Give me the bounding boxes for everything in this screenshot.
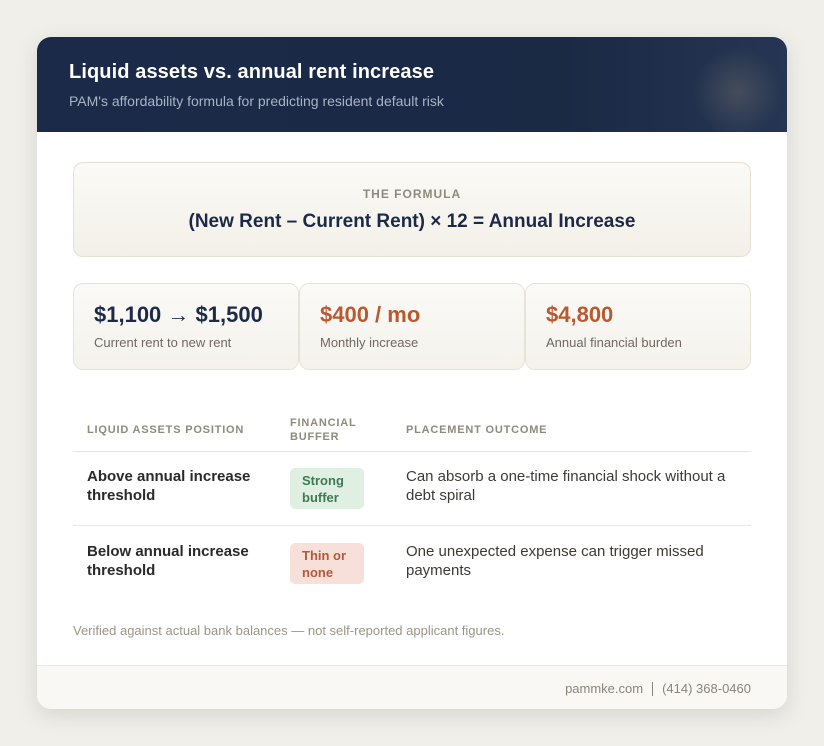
stat-card-monthly-increase: $400 / mo Monthly increase bbox=[299, 283, 525, 370]
verification-note: Verified against actual bank balances — … bbox=[73, 623, 505, 638]
card-title: Liquid assets vs. annual rent increase bbox=[69, 61, 435, 83]
stat-caption: Current rent to new rent bbox=[94, 335, 232, 350]
outcome-cell: Can absorb a one-time financial shock wi… bbox=[406, 468, 726, 504]
stat-value: $1,100 → $1,500 bbox=[94, 302, 263, 327]
stat-card-rent-change: $1,100 → $1,500 Current rent to new rent bbox=[73, 283, 299, 370]
buffer-badge-strong: Strong buffer bbox=[290, 468, 364, 509]
formula-box: THE FORMULA (New Rent – Current Rent) × … bbox=[73, 162, 751, 257]
formula-label: THE FORMULA bbox=[362, 187, 462, 201]
phone-number[interactable]: (414) 368-0460 bbox=[662, 681, 751, 696]
table-header-row: LIQUID ASSETS POSITION FINANCIAL BUFFER … bbox=[73, 409, 751, 452]
stat-caption: Annual financial burden bbox=[546, 335, 682, 350]
stat-caption: Monthly increase bbox=[320, 335, 419, 350]
card-subtitle: PAM's affordability formula for predicti… bbox=[69, 93, 444, 109]
stat-value: $4,800 bbox=[546, 302, 614, 327]
column-header-assets: LIQUID ASSETS POSITION bbox=[87, 424, 245, 436]
card-header: Liquid assets vs. annual rent increase P… bbox=[37, 37, 787, 132]
assets-position-cell: Above annual increase threshold bbox=[87, 468, 251, 504]
column-header-buffer: FINANCIAL BUFFER bbox=[290, 417, 357, 443]
formula-expression: (New Rent – Current Rent) × 12 = Annual … bbox=[188, 211, 636, 232]
affordability-card: Liquid assets vs. annual rent increase P… bbox=[37, 37, 787, 709]
stat-value: $400 / mo bbox=[320, 302, 421, 327]
card-footer: pammke.com (414) 368-0460 bbox=[37, 665, 787, 709]
stat-card-annual-burden: $4,800 Annual financial burden bbox=[525, 283, 751, 370]
table-row: Below annual increase threshold Thin or … bbox=[73, 526, 751, 600]
buffer-badge-weak: Thin or none bbox=[290, 543, 364, 584]
header-decoration bbox=[677, 47, 787, 132]
contact-info: pammke.com (414) 368-0460 bbox=[565, 681, 751, 696]
assets-position-cell: Below annual increase threshold bbox=[87, 543, 249, 579]
footer-divider bbox=[652, 681, 654, 696]
website-link[interactable]: pammke.com bbox=[565, 681, 644, 696]
column-header-outcome: PLACEMENT OUTCOME bbox=[406, 424, 548, 436]
outcome-cell: One unexpected expense can trigger misse… bbox=[406, 543, 704, 579]
table-row: Above annual increase threshold Strong b… bbox=[73, 451, 751, 526]
